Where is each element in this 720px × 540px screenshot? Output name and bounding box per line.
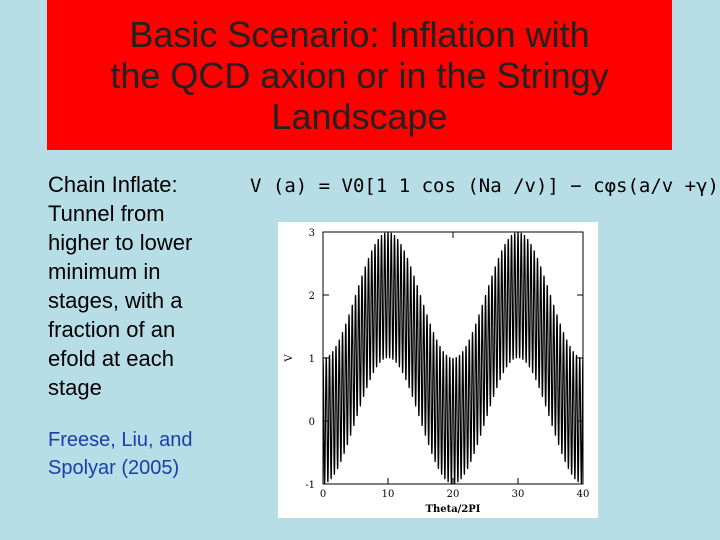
description-line: minimum in <box>48 259 161 284</box>
citation: Freese, Liu, and Spolyar (2005) <box>48 426 248 482</box>
title-line-3: Landscape <box>271 95 448 137</box>
y-axis-label: V <box>284 354 295 363</box>
x-axis-label: Theta/2PI <box>426 504 481 515</box>
description-line: Chain Inflate: <box>48 172 178 197</box>
y-tick-label: -1 <box>305 480 315 491</box>
description-line: stages, with a <box>48 288 183 313</box>
y-tick-label: 2 <box>309 291 315 302</box>
description-text: Chain Inflate: Tunnel from higher to low… <box>48 170 223 402</box>
description-line: efold at each <box>48 346 174 371</box>
description-line: fraction of an <box>48 317 176 342</box>
description-line: stage <box>48 375 102 400</box>
x-tick-label: 30 <box>512 489 525 500</box>
citation-line: Spolyar (2005) <box>48 457 180 479</box>
description-line: higher to lower <box>48 230 193 255</box>
title-banner: Basic Scenario: Inflation with the QCD a… <box>47 0 672 150</box>
potential-plot-panel: 0 10 20 30 40 -1 0 1 2 3 Theta/2PI V <box>278 222 598 518</box>
x-tick-label: 0 <box>320 489 326 500</box>
potential-plot: 0 10 20 30 40 -1 0 1 2 3 Theta/2PI V <box>284 228 590 515</box>
y-tick-label: 3 <box>309 228 315 239</box>
x-tick-label: 40 <box>577 489 590 500</box>
potential-formula: V (a) = V0[1 1 cos (Na /v)] − cφs(a/v +γ… <box>250 175 719 197</box>
x-tick-label: 20 <box>447 489 460 500</box>
y-tick-label: 1 <box>309 354 315 365</box>
potential-curve <box>322 231 584 484</box>
title-line-1: Basic Scenario: Inflation with <box>129 13 590 55</box>
title-line-2: the QCD axion or in the Stringy <box>110 54 609 96</box>
citation-line: Freese, Liu, and <box>48 429 193 451</box>
x-tick-label: 10 <box>382 489 395 500</box>
description-line: Tunnel from <box>48 201 165 226</box>
y-tick-label: 0 <box>309 417 315 428</box>
